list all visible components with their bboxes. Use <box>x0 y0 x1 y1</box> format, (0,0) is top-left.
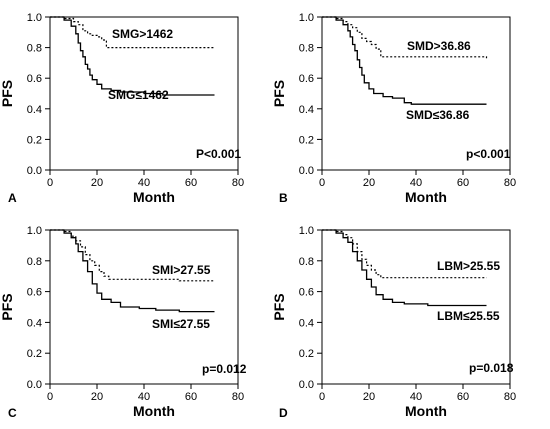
y-tick-label: 0.8 <box>27 43 42 55</box>
x-axis-label: Month <box>405 403 447 419</box>
x-tick-label: 60 <box>457 391 469 403</box>
panel-label: B <box>279 191 288 205</box>
y-axis-label: PFS <box>0 293 15 320</box>
chart-panel-b: 0 20 40 60 80 0.0 0.2 0.4 0.6 0.8 1.0 Month PFS B SMD>… <box>271 12 516 205</box>
y-tick-label: 0.4 <box>299 317 314 329</box>
series-line-low <box>50 16 215 96</box>
y-tick-label: 1.0 <box>27 225 42 237</box>
chart-panel-c: 0 20 40 60 80 0.0 0.2 0.4 0.6 0.8 1.0 Month PFS C SMI>… <box>0 225 247 420</box>
y-tick-label: 0.2 <box>27 134 42 146</box>
x-tick-label: 0 <box>319 177 325 189</box>
x-tick-label: 20 <box>363 177 375 189</box>
x-axis-label: Month <box>133 403 175 419</box>
x-tick-label: 40 <box>410 391 422 403</box>
panel-label: A <box>8 191 17 205</box>
y-tick-label: 0.8 <box>299 43 314 55</box>
x-axis-label: Month <box>405 189 447 205</box>
series-label: LBM≤25.55 <box>437 309 500 323</box>
y-tick-label: 0.0 <box>299 165 314 177</box>
x-tick-label: 0 <box>47 391 53 403</box>
y-axis-label: PFS <box>271 293 287 320</box>
chart-panel-a: 0 20 40 60 80 0.0 0.2 0.4 0.6 0.8 1.0 Month PFS A SMG>… <box>0 12 244 205</box>
x-tick-label: 20 <box>91 391 103 403</box>
y-tick-label: 1.0 <box>27 12 42 24</box>
series-line-low <box>322 229 487 307</box>
x-tick-label: 80 <box>504 391 516 403</box>
series-label: SMG>1462 <box>112 27 173 41</box>
y-axis-label: PFS <box>271 80 287 107</box>
x-tick-label: 40 <box>410 177 422 189</box>
x-tick-label: 20 <box>91 177 103 189</box>
x-tick-label: 0 <box>319 391 325 403</box>
series-label: SMI>27.55 <box>152 263 211 277</box>
y-tick-label: 0.8 <box>299 256 314 268</box>
y-tick-label: 0.0 <box>299 379 314 391</box>
x-tick-label: 40 <box>138 177 150 189</box>
series-label: LBM>25.55 <box>437 259 500 273</box>
y-tick-label: 0.6 <box>27 73 42 85</box>
p-value-label: P<0.001 <box>196 147 241 161</box>
p-value-label: p<0.001 <box>466 147 511 161</box>
series-line-low <box>322 16 487 105</box>
y-axis-label: PFS <box>0 80 15 107</box>
y-tick-label: 1.0 <box>299 12 314 24</box>
panel-label: D <box>279 406 288 420</box>
x-axis-label: Month <box>133 189 175 205</box>
y-tick-label: 0.4 <box>27 317 42 329</box>
y-tick-label: 0.0 <box>27 165 42 177</box>
x-tick-label: 80 <box>232 391 244 403</box>
y-tick-label: 0.6 <box>299 73 314 85</box>
series-line-high <box>50 16 215 49</box>
p-value-label: p=0.018 <box>469 361 514 375</box>
y-tick-label: 0.6 <box>299 287 314 299</box>
series-line-high <box>50 229 215 282</box>
x-tick-label: 40 <box>138 391 150 403</box>
series-label: SMG≤1462 <box>108 88 169 102</box>
y-tick-label: 0.4 <box>27 104 42 116</box>
x-tick-label: 0 <box>47 177 53 189</box>
y-tick-label: 0.2 <box>27 348 42 360</box>
y-tick-label: 0.2 <box>299 134 314 146</box>
x-tick-label: 60 <box>185 177 197 189</box>
x-tick-label: 60 <box>185 391 197 403</box>
x-tick-label: 60 <box>457 177 469 189</box>
x-tick-label: 80 <box>232 177 244 189</box>
y-tick-label: 0.6 <box>27 287 42 299</box>
series-label: SMD≤36.86 <box>406 108 470 122</box>
x-tick-label: 80 <box>504 177 516 189</box>
x-tick-label: 20 <box>363 391 375 403</box>
y-tick-label: 0.0 <box>27 379 42 391</box>
y-tick-label: 1.0 <box>299 225 314 237</box>
y-tick-label: 0.2 <box>299 348 314 360</box>
y-tick-label: 0.4 <box>299 104 314 116</box>
series-label: SMD>36.86 <box>407 39 471 53</box>
chart-panel-d: 0 20 40 60 80 0.0 0.2 0.4 0.6 0.8 1.0 Month PFS D LBM>… <box>271 225 516 420</box>
panel-label: C <box>8 406 17 420</box>
plot-frame <box>49 229 239 385</box>
p-value-label: p=0.012 <box>202 362 247 376</box>
y-tick-label: 0.8 <box>27 256 42 268</box>
series-line-low <box>50 229 215 313</box>
series-label: SMI≤27.55 <box>152 317 210 331</box>
